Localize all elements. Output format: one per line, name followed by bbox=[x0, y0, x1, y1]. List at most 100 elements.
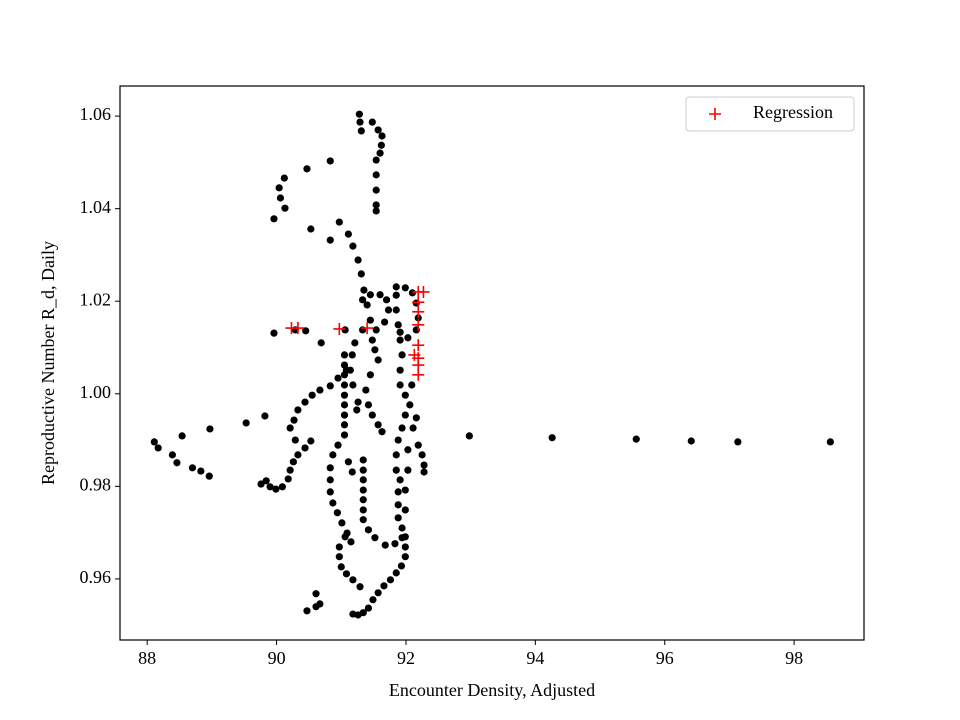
point bbox=[188, 464, 197, 472]
point bbox=[356, 583, 364, 591]
point bbox=[357, 270, 365, 278]
point bbox=[303, 165, 311, 173]
plus-marker bbox=[412, 305, 425, 318]
point bbox=[206, 425, 214, 433]
point bbox=[344, 458, 352, 466]
point bbox=[340, 411, 349, 419]
point bbox=[359, 486, 367, 494]
point bbox=[548, 434, 556, 442]
point bbox=[372, 207, 380, 215]
point bbox=[401, 411, 409, 419]
point bbox=[409, 424, 417, 432]
point bbox=[826, 438, 834, 446]
point bbox=[362, 386, 370, 394]
point bbox=[359, 496, 367, 504]
plus-marker bbox=[291, 322, 304, 335]
point bbox=[326, 382, 334, 390]
point bbox=[340, 431, 349, 439]
point bbox=[359, 296, 367, 304]
point bbox=[396, 366, 404, 374]
point bbox=[632, 435, 640, 443]
point bbox=[266, 483, 274, 491]
point bbox=[380, 582, 388, 590]
point bbox=[394, 321, 402, 329]
point bbox=[326, 157, 334, 165]
point bbox=[262, 477, 270, 485]
point bbox=[312, 603, 320, 611]
point bbox=[316, 386, 324, 394]
point bbox=[404, 446, 412, 454]
point bbox=[372, 201, 380, 209]
point bbox=[197, 467, 205, 475]
point bbox=[368, 118, 376, 126]
y-tick-label: 0.98 bbox=[80, 474, 112, 494]
point bbox=[329, 451, 337, 459]
x-tick-label: 92 bbox=[397, 648, 415, 668]
point bbox=[334, 374, 342, 382]
plus-marker bbox=[412, 368, 425, 381]
x-tick-label: 94 bbox=[526, 648, 544, 668]
point bbox=[326, 488, 334, 496]
point bbox=[384, 306, 393, 314]
point bbox=[406, 401, 414, 409]
point bbox=[401, 543, 409, 551]
point bbox=[340, 401, 349, 409]
point bbox=[372, 326, 380, 334]
point bbox=[347, 538, 355, 546]
point bbox=[376, 149, 384, 157]
point bbox=[334, 441, 342, 449]
point bbox=[392, 306, 400, 314]
point bbox=[378, 132, 386, 140]
point bbox=[294, 451, 302, 459]
y-tick-label: 1.00 bbox=[80, 382, 112, 402]
point bbox=[368, 411, 376, 419]
point bbox=[392, 283, 400, 291]
point bbox=[349, 381, 357, 389]
x-tick-label: 88 bbox=[138, 648, 156, 668]
point bbox=[307, 225, 315, 233]
point bbox=[302, 327, 310, 335]
point bbox=[337, 563, 345, 571]
point bbox=[270, 215, 278, 223]
point bbox=[359, 456, 367, 464]
point bbox=[359, 516, 367, 524]
point bbox=[354, 256, 362, 264]
point bbox=[414, 441, 422, 449]
point bbox=[398, 534, 406, 542]
point bbox=[356, 118, 364, 126]
point bbox=[340, 351, 349, 359]
point bbox=[377, 141, 385, 149]
point bbox=[340, 421, 349, 429]
point bbox=[465, 432, 473, 440]
point bbox=[376, 291, 384, 299]
point bbox=[301, 398, 309, 406]
point bbox=[303, 607, 311, 615]
point bbox=[401, 486, 409, 494]
point bbox=[312, 590, 320, 598]
point bbox=[363, 301, 371, 309]
point bbox=[396, 476, 404, 484]
point bbox=[342, 570, 351, 578]
point bbox=[308, 391, 316, 399]
point bbox=[408, 289, 417, 297]
point bbox=[242, 419, 250, 427]
point bbox=[341, 326, 349, 334]
point bbox=[369, 596, 377, 604]
point bbox=[340, 371, 349, 379]
point bbox=[397, 562, 406, 570]
point bbox=[357, 127, 365, 135]
y-tick-label: 0.96 bbox=[80, 567, 112, 587]
legend-marker bbox=[709, 108, 721, 120]
point bbox=[401, 553, 409, 561]
point bbox=[333, 509, 341, 517]
point bbox=[404, 334, 412, 342]
point bbox=[372, 186, 380, 194]
plus-marker bbox=[412, 318, 425, 331]
legend-label: Regression bbox=[753, 102, 833, 122]
point bbox=[374, 589, 382, 597]
point bbox=[364, 401, 373, 409]
point bbox=[364, 604, 373, 612]
point bbox=[261, 412, 269, 420]
point bbox=[335, 543, 343, 551]
point bbox=[391, 540, 399, 548]
